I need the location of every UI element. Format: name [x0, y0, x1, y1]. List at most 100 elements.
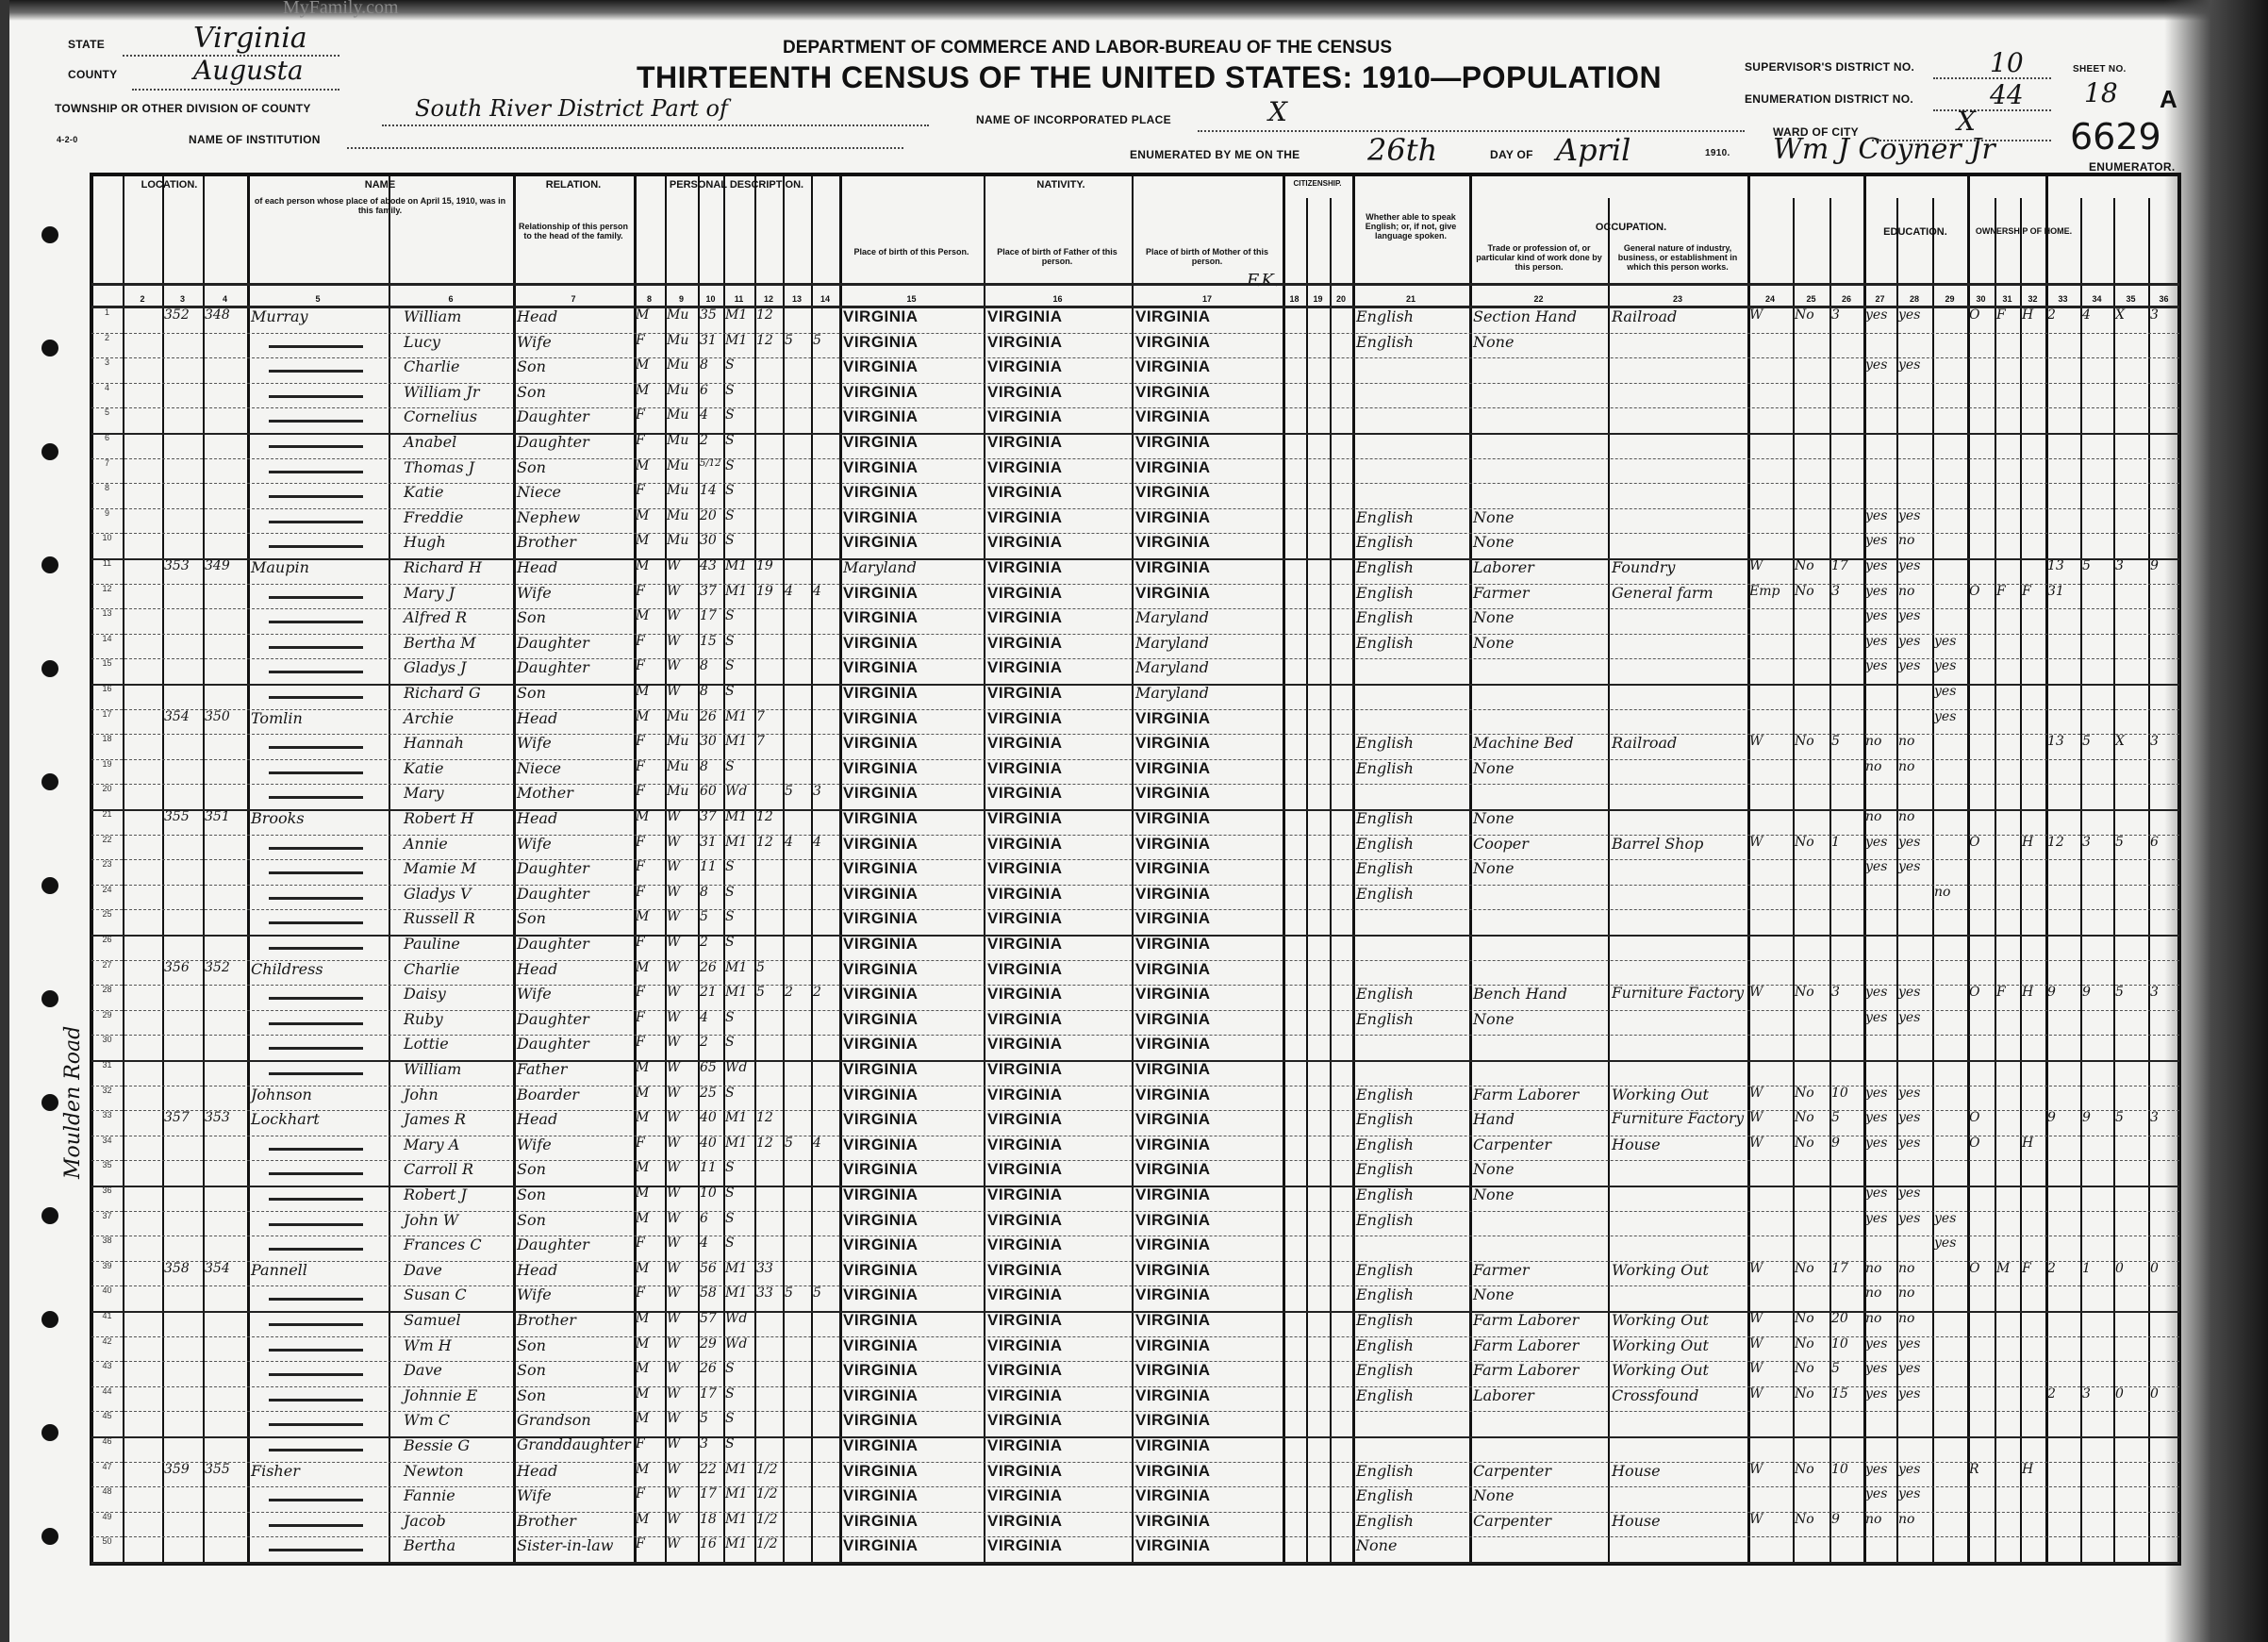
cell-relation: Boarder [517, 1085, 579, 1103]
cell-bp: VIRGINIA [843, 583, 919, 602]
cell-age: 4 [700, 1236, 708, 1252]
line-number: 30 [102, 1035, 112, 1045]
cell-oow: No [1795, 1361, 1814, 1377]
cell-occ: None [1473, 809, 1515, 827]
cell-mbp: VIRGINIA [1135, 332, 1211, 351]
cell-blind: 0 [2115, 1385, 2124, 1402]
cell-fbp: VIRGINIA [987, 909, 1063, 928]
cell-fbp: VIRGINIA [987, 1135, 1063, 1153]
cell-race: Mu [667, 332, 689, 348]
cell-fbp: VIRGINIA [987, 1160, 1063, 1179]
cell-age: 6 [700, 382, 708, 398]
cell-yrs: 33 [756, 1260, 773, 1276]
row-rule [91, 608, 2179, 610]
cell-given: Cornelius [404, 407, 478, 426]
cell-relation: Brother [517, 533, 576, 552]
column-number: 28 [1909, 294, 1919, 304]
column-number: 5 [315, 294, 321, 304]
cell-school: yes [1934, 684, 1957, 699]
cell-relation: Daughter [517, 658, 589, 677]
cell-race: Mu [667, 357, 689, 373]
cell-fbp: VIRGINIA [987, 658, 1063, 677]
row-rule [91, 1486, 2179, 1488]
cell-given: Susan C [404, 1285, 467, 1304]
cell-marital: M1 [725, 307, 748, 323]
cell-bp: VIRGINIA [843, 307, 919, 325]
cell-surname: Fisher [251, 1461, 300, 1480]
cell-relation: Father [517, 1060, 568, 1078]
cell-race: W [667, 558, 681, 573]
cell-age: 8 [700, 658, 708, 674]
watermark: MyFamily.com [283, 0, 399, 18]
surname-ditto-dash [269, 671, 363, 674]
cell-relation: Son [517, 684, 546, 702]
cell-bp: VIRGINIA [843, 332, 919, 351]
cell-given: Pauline [404, 935, 460, 953]
punch-hole [41, 990, 58, 1007]
cell-age: 43 [700, 558, 717, 573]
cell-occ: Machine Bed [1473, 734, 1574, 753]
cell-relation: Son [517, 382, 546, 401]
line-number: 31 [102, 1060, 112, 1070]
header-birthplace-person: Place of birth of this Person. [853, 247, 969, 257]
cell-age: 5/12 [700, 457, 721, 469]
cell-marital: M1 [725, 985, 748, 1001]
column-number: 23 [1672, 294, 1682, 304]
cell-oow: No [1795, 1385, 1814, 1402]
cell-sex: M [636, 307, 650, 323]
header-personal-description: PERSONAL DESCRIPTION. [669, 179, 804, 191]
line-number: 45 [102, 1411, 112, 1421]
surname-ditto-dash [269, 1523, 363, 1527]
column-divider [1283, 173, 1285, 1562]
cell-school: no [1934, 884, 1951, 900]
sheet-label: SHEET NO. [2073, 64, 2127, 75]
cell-sex: F [636, 658, 645, 674]
line-number: 26 [102, 935, 112, 944]
cell-age: 2 [700, 433, 708, 448]
cell-weeks: 9 [1831, 1511, 1840, 1527]
line-number: 13 [102, 608, 112, 619]
cell-occ: Hand [1473, 1110, 1515, 1129]
cell-age: 8 [700, 684, 708, 699]
cell-sched: 13 [2047, 558, 2064, 573]
cell-given: Robert J [404, 1186, 467, 1203]
cell-fbp: VIRGINIA [987, 1009, 1063, 1028]
cell-farm: F [2022, 583, 2031, 599]
cell-read: no [1865, 1285, 1882, 1302]
cell-race: Mu [667, 382, 689, 398]
cell-age: 14 [700, 483, 717, 499]
column-divider [839, 173, 842, 1562]
row-rule [91, 935, 2179, 937]
cell-race: W [667, 1511, 681, 1527]
cell-mbp: VIRGINIA [1135, 1311, 1211, 1329]
cell-relation: Son [517, 1210, 546, 1229]
cell-weeks: 9 [1831, 1135, 1840, 1151]
cell-bp: VIRGINIA [843, 985, 919, 1003]
enumerator-name: Wm J Coyner Jr [1773, 133, 1995, 166]
enumeration-district-line [1933, 109, 2051, 111]
cell-race: W [667, 834, 681, 850]
cell-sex: M [636, 1085, 650, 1101]
cell-read: yes [1865, 608, 1888, 624]
line-number: 49 [102, 1511, 112, 1521]
cell-mbp: Maryland [1135, 684, 1209, 702]
cell-bp: VIRGINIA [843, 834, 919, 853]
line-number: 32 [102, 1085, 112, 1095]
cell-read: yes [1865, 658, 1888, 674]
cell-age: 8 [700, 884, 708, 900]
cell-mbp: VIRGINIA [1135, 1285, 1211, 1304]
cell-given: Mary J [404, 583, 455, 602]
column-number: 30 [1976, 294, 1986, 304]
cell-age: 26 [700, 708, 717, 724]
cell-oow: No [1795, 834, 1814, 850]
cell-weeks: 1 [1831, 834, 1840, 850]
surname-ditto-dash [269, 1499, 363, 1502]
cell-fbp: VIRGINIA [987, 1060, 1063, 1078]
cell-fbp: VIRGINIA [987, 457, 1063, 476]
cell-oow: No [1795, 307, 1814, 323]
cell-bp: VIRGINIA [843, 1385, 919, 1404]
cell-marital: S [725, 1210, 735, 1226]
cell-sched: 12 [2047, 834, 2064, 850]
cell-ind: Foundry [1612, 558, 1676, 576]
cell-vet: 5 [2082, 734, 2091, 750]
